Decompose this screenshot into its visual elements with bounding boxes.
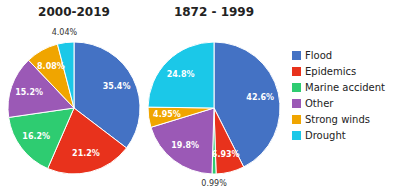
legend-entry: Other [305,98,334,109]
legend-swatch [292,83,301,92]
pie [148,42,280,174]
data-label: 8.08% [37,62,65,71]
legend-swatch [292,51,301,60]
legend-entry: Strong winds [305,114,370,125]
chart-title: 2000-2019 [38,5,110,19]
legend-entry: Epidemics [305,66,356,77]
legend-swatch [292,67,301,76]
pie-slice [148,107,214,127]
legend-swatch [292,115,301,124]
legend: Flood Epidemics Marine accident Other Strong… [292,50,385,141]
data-label: 6.93% [212,150,240,159]
legend-entry: Drought [305,130,346,141]
data-labels: 42.6% 6.93% 0.99% 19.8% 4.95% 24.8% [153,70,274,189]
data-label: 4.04% [52,28,78,37]
pie [8,42,140,174]
chart-title: 1872 - 1999 [174,5,254,19]
legend-entry: Flood [305,50,332,61]
data-label: 35.4% [103,82,131,91]
data-label: 19.8% [171,141,199,150]
data-label: 4.95% [153,110,181,119]
pie-slice [57,42,74,108]
data-labels: 35.4% 21.2% 16.2% 15.2% 8.08% 4.04% [15,28,130,158]
pie-slice [9,108,74,169]
data-label: 0.99% [201,179,227,188]
pie-slice [214,108,244,174]
data-label: 16.2% [22,132,50,141]
data-label: 42.6% [246,93,274,102]
data-label: 15.2% [15,88,43,97]
legend-swatch [292,99,301,108]
legend-entry: Marine accident [305,82,385,93]
data-label: 21.2% [72,149,100,158]
data-label: 24.8% [167,70,195,79]
pie-slice [148,42,214,108]
chart: 2000-2019 35.4% 21.2% 16.2% 15.2% 8.08% 4.04% 1… [0,0,400,191]
legend-swatch [292,131,301,140]
